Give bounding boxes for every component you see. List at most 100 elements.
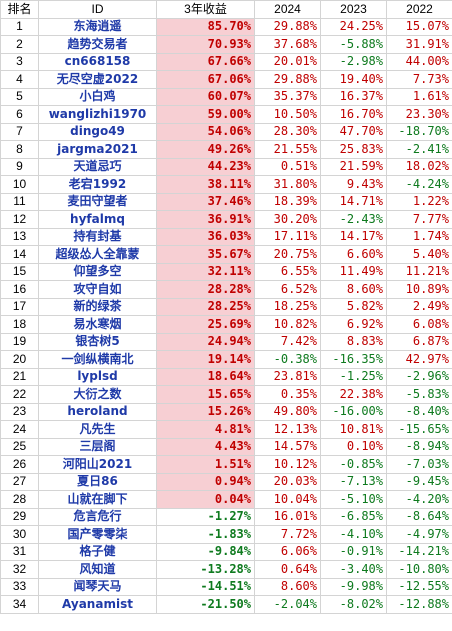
return-2024-cell: 35.37% <box>254 87 321 106</box>
rank-cell: 13 <box>0 227 39 246</box>
return-2022-cell: -9.45% <box>386 472 452 491</box>
return-2023-cell: -8.02% <box>320 595 387 614</box>
table-row: 28 山就在脚下 0.04% 10.04% -5.10% -4.20% <box>0 490 452 509</box>
return-2023-cell: -3.40% <box>320 560 387 579</box>
rank-cell: 9 <box>0 157 39 176</box>
id-cell: hyfalmq <box>38 210 157 229</box>
id-cell: dingo49 <box>38 122 157 141</box>
three-year-return-cell: -9.84% <box>156 542 255 561</box>
return-2022-cell: 6.08% <box>386 315 452 334</box>
header-2023: 2023 <box>320 0 387 19</box>
return-2022-cell: -8.64% <box>386 507 452 526</box>
rank-cell: 21 <box>0 367 39 386</box>
return-2022-cell: 11.21% <box>386 262 452 281</box>
id-cell: 国产零零柒 <box>38 525 157 544</box>
header-rank: 排名 <box>0 0 39 19</box>
table-row: 23 heroland 15.26% 49.80% -16.00% -8.40% <box>0 402 452 421</box>
rank-cell: 7 <box>0 122 39 141</box>
return-2022-cell: 7.73% <box>386 70 452 89</box>
return-2023-cell: 5.82% <box>320 297 387 316</box>
return-2023-cell: 16.37% <box>320 87 387 106</box>
return-2023-cell: 0.10% <box>320 437 387 456</box>
return-2022-cell: 6.87% <box>386 332 452 351</box>
return-2024-cell: 16.01% <box>254 507 321 526</box>
rank-cell: 3 <box>0 52 39 71</box>
return-2024-cell: 6.55% <box>254 262 321 281</box>
three-year-return-cell: 24.94% <box>156 332 255 351</box>
return-2022-cell: -15.65% <box>386 420 452 439</box>
return-2022-cell: 1.22% <box>386 192 452 211</box>
rank-cell: 22 <box>0 385 39 404</box>
three-year-return-cell: 35.67% <box>156 245 255 264</box>
return-2024-cell: 0.51% <box>254 157 321 176</box>
rank-cell: 17 <box>0 297 39 316</box>
return-2023-cell: -16.35% <box>320 350 387 369</box>
id-cell: 天道忌巧 <box>38 157 157 176</box>
three-year-return-cell: -13.28% <box>156 560 255 579</box>
table-row: 21 lyplsd 18.64% 23.81% -1.25% -2.96% <box>0 367 452 386</box>
return-2023-cell: -0.85% <box>320 455 387 474</box>
table-row: 19 银杏树5 24.94% 7.42% 8.83% 6.87% <box>0 332 452 351</box>
table-row: 20 一剑纵横南北 19.14% -0.38% -16.35% 42.97% <box>0 350 452 369</box>
rank-cell: 16 <box>0 280 39 299</box>
return-2023-cell: 22.38% <box>320 385 387 404</box>
table-row: 6 wanglizhi1970 59.00% 10.50% 16.70% 23.30% <box>0 105 452 124</box>
return-2022-cell: -4.24% <box>386 175 452 194</box>
return-2022-cell: -4.97% <box>386 525 452 544</box>
return-2024-cell: 20.03% <box>254 472 321 491</box>
header-row: 排名 ID 3年收益 2024 2023 2022 <box>0 0 452 19</box>
return-2023-cell: 10.81% <box>320 420 387 439</box>
return-2022-cell: -2.96% <box>386 367 452 386</box>
table-row: 14 超级怂人全靠蒙 35.67% 20.75% 6.60% 5.40% <box>0 245 452 264</box>
rank-cell: 33 <box>0 577 39 596</box>
return-2024-cell: -0.38% <box>254 350 321 369</box>
return-2024-cell: 7.72% <box>254 525 321 544</box>
header-3y-return: 3年收益 <box>156 0 255 19</box>
three-year-return-cell: 0.04% <box>156 490 255 509</box>
return-2024-cell: 31.80% <box>254 175 321 194</box>
id-cell: 趋势交易者 <box>38 35 157 54</box>
three-year-return-cell: 60.07% <box>156 87 255 106</box>
id-cell: 山就在脚下 <box>38 490 157 509</box>
three-year-return-cell: 67.06% <box>156 70 255 89</box>
return-2022-cell: -7.03% <box>386 455 452 474</box>
return-2022-cell: 23.30% <box>386 105 452 124</box>
id-cell: 小白鸡 <box>38 87 157 106</box>
return-2022-cell: 15.07% <box>386 17 452 36</box>
return-2022-cell: -18.70% <box>386 122 452 141</box>
table-row: 2 趋势交易者 70.93% 37.68% -5.88% 31.91% <box>0 35 452 54</box>
table-row: 8 jargma2021 49.26% 21.55% 25.83% -2.41% <box>0 140 452 159</box>
id-cell: 风知道 <box>38 560 157 579</box>
id-cell: wanglizhi1970 <box>38 105 157 124</box>
id-cell: 一剑纵横南北 <box>38 350 157 369</box>
return-2024-cell: 37.68% <box>254 35 321 54</box>
rank-cell: 5 <box>0 87 39 106</box>
rank-cell: 32 <box>0 560 39 579</box>
return-2024-cell: 8.60% <box>254 577 321 596</box>
return-2024-cell: 0.35% <box>254 385 321 404</box>
id-cell: 老宕1992 <box>38 175 157 194</box>
return-2024-cell: -2.04% <box>254 595 321 614</box>
return-2024-cell: 10.12% <box>254 455 321 474</box>
return-2023-cell: 8.60% <box>320 280 387 299</box>
three-year-return-cell: 36.91% <box>156 210 255 229</box>
return-2022-cell: -4.20% <box>386 490 452 509</box>
rank-cell: 10 <box>0 175 39 194</box>
three-year-return-cell: 85.70% <box>156 17 255 36</box>
id-cell: Ayanamist <box>38 595 157 614</box>
id-cell: 易水寒烟 <box>38 315 157 334</box>
return-2022-cell: 42.97% <box>386 350 452 369</box>
return-2022-cell: 1.74% <box>386 227 452 246</box>
return-2022-cell: -12.88% <box>386 595 452 614</box>
table-row: 3 cn668158 67.66% 20.01% -2.98% 44.00% <box>0 52 452 71</box>
id-cell: 攻守自如 <box>38 280 157 299</box>
id-cell: 东海逍遥 <box>38 17 157 36</box>
three-year-return-cell: 4.81% <box>156 420 255 439</box>
id-cell: jargma2021 <box>38 140 157 159</box>
id-cell: cn668158 <box>38 52 157 71</box>
three-year-return-cell: 0.94% <box>156 472 255 491</box>
header-id: ID <box>38 0 157 19</box>
rank-cell: 15 <box>0 262 39 281</box>
header-2022: 2022 <box>386 0 452 19</box>
return-2024-cell: 17.11% <box>254 227 321 246</box>
